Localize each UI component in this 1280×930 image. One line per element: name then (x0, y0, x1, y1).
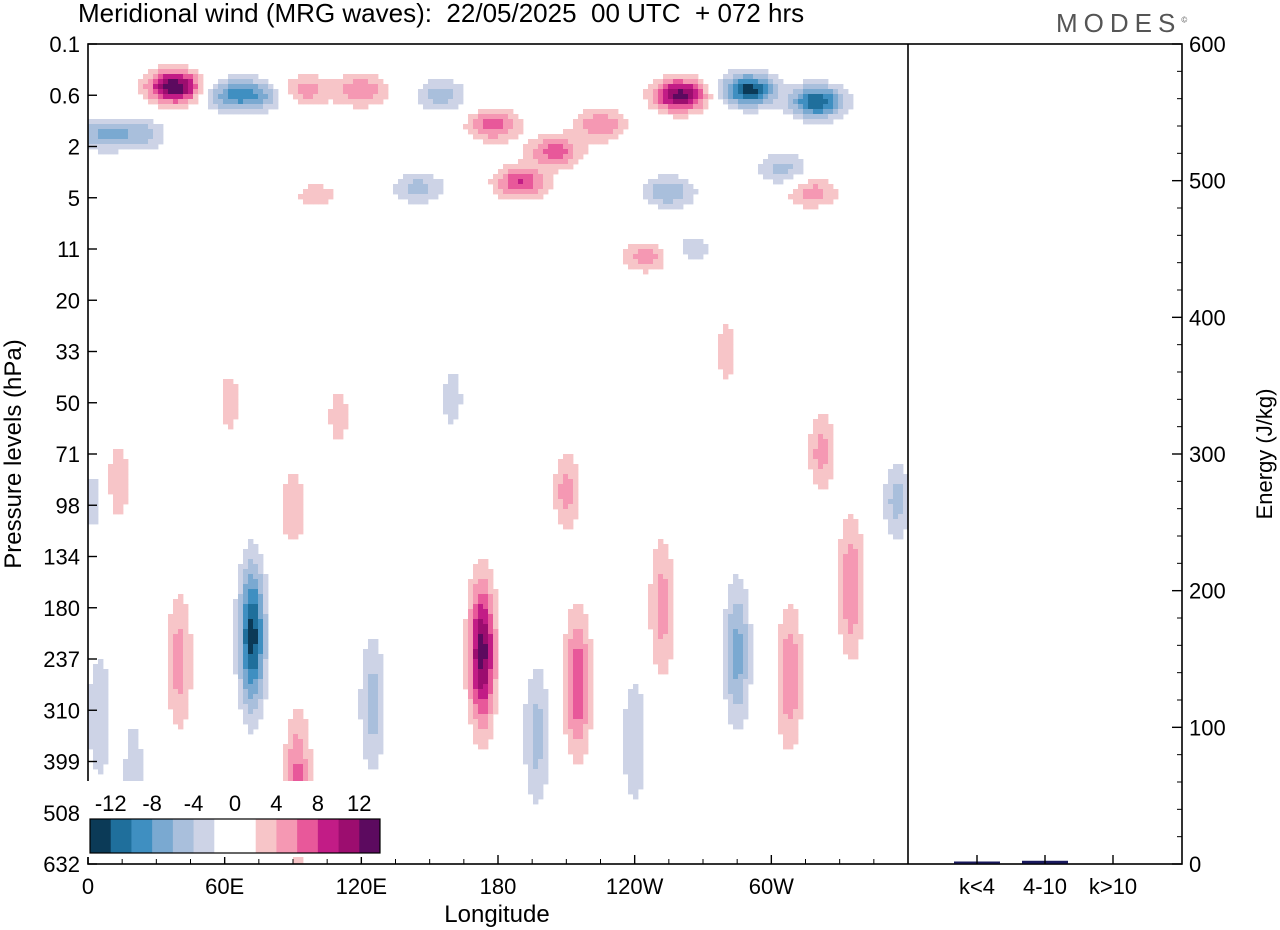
y-tick-label: 0.1 (49, 32, 80, 57)
y-tick-label: 632 (43, 852, 80, 877)
colorbar-swatch (172, 819, 194, 853)
colorbar-swatch (235, 819, 257, 853)
y-tick-label: 237 (43, 647, 80, 672)
x-tick-label: 60W (749, 874, 794, 899)
colorbar-frame (89, 818, 381, 854)
colorbar-swatch (131, 819, 153, 853)
colorbar-swatch (152, 819, 174, 853)
axis-ticks: 0.1 0.6 2 5 11 20 33 50 71 98 134 180 237 310 399 508 63… (43, 32, 875, 899)
chart-title: Meridional wind (MRG waves): 22/05/2025 … (78, 0, 805, 28)
colorbar-label: 8 (312, 791, 324, 816)
y-tick-label: 310 (43, 698, 80, 723)
x-tick-label: 120W (606, 874, 664, 899)
y-tick-label: 11 (57, 237, 80, 262)
y-tick-label: 134 (43, 545, 80, 570)
colorbar-swatch (317, 819, 339, 853)
energy-tick-label: 400 (1189, 305, 1226, 330)
heatmap-field (88, 64, 908, 864)
colorbar-swatch (110, 819, 132, 853)
energy-tick-label: 200 (1189, 579, 1226, 604)
y-tick-label: 71 (56, 442, 80, 467)
colorbar-swatch (297, 819, 319, 853)
colorbar-label: -12 (95, 791, 127, 816)
energy-bars: 0 100 200 300 400 500 600 k<4 4-10 k>10 (954, 32, 1226, 899)
colorbar-label: -4 (184, 791, 204, 816)
colorbar-label: 12 (347, 791, 371, 816)
energy-tick-label: 0 (1189, 852, 1201, 877)
energy-tick-label: 600 (1189, 32, 1226, 57)
x-tick-label: 180 (480, 874, 517, 899)
bar-category-label: k<4 (959, 874, 995, 899)
x-axis-label: Longitude (444, 901, 549, 928)
colorbar-swatch (193, 819, 215, 853)
colorbar-swatch (338, 819, 360, 853)
colorbar-label: -8 (142, 791, 162, 816)
y-tick-label: 33 (56, 340, 80, 365)
x-tick-label: 120E (336, 874, 387, 899)
bar-category-label: k>10 (1089, 874, 1137, 899)
energy-tick-label: 100 (1189, 715, 1226, 740)
energy-tick-label: 500 (1189, 169, 1226, 194)
x-tick-label: 60E (205, 874, 244, 899)
brand-name: MODES (1056, 8, 1182, 38)
brand-mark: © (1181, 15, 1188, 25)
y-tick-label: 50 (56, 391, 80, 416)
y-tick-label: 0.6 (49, 83, 80, 108)
y-tick-label: 508 (43, 801, 80, 826)
x-tick-label: 0 (82, 874, 94, 899)
colorbar: -12 -8 -4 0 4 8 12 (86, 781, 384, 857)
y-axis-label: Pressure levels (hPa) (0, 339, 27, 568)
energy-tick-label: 300 (1189, 442, 1226, 467)
colorbar-label: 4 (270, 791, 282, 816)
y-tick-label: 20 (56, 288, 80, 313)
brand-logo: MODES© (1056, 8, 1187, 39)
colorbar-swatch (255, 819, 277, 853)
y-tick-label: 2 (68, 135, 80, 160)
colorbar-swatch (276, 819, 298, 853)
colorbar-label: 0 (229, 791, 241, 816)
y-tick-label: 180 (43, 596, 80, 621)
y-tick-label: 5 (68, 186, 80, 211)
bar-category-label: 4-10 (1023, 874, 1067, 899)
colorbar-swatch (90, 819, 112, 853)
colorbar-swatch (359, 819, 381, 853)
y-tick-label: 98 (56, 493, 80, 518)
energy-axis-label: Energy (J/kg) (1252, 389, 1277, 520)
colorbar-swatch (214, 819, 236, 853)
y-tick-label: 399 (43, 750, 80, 775)
